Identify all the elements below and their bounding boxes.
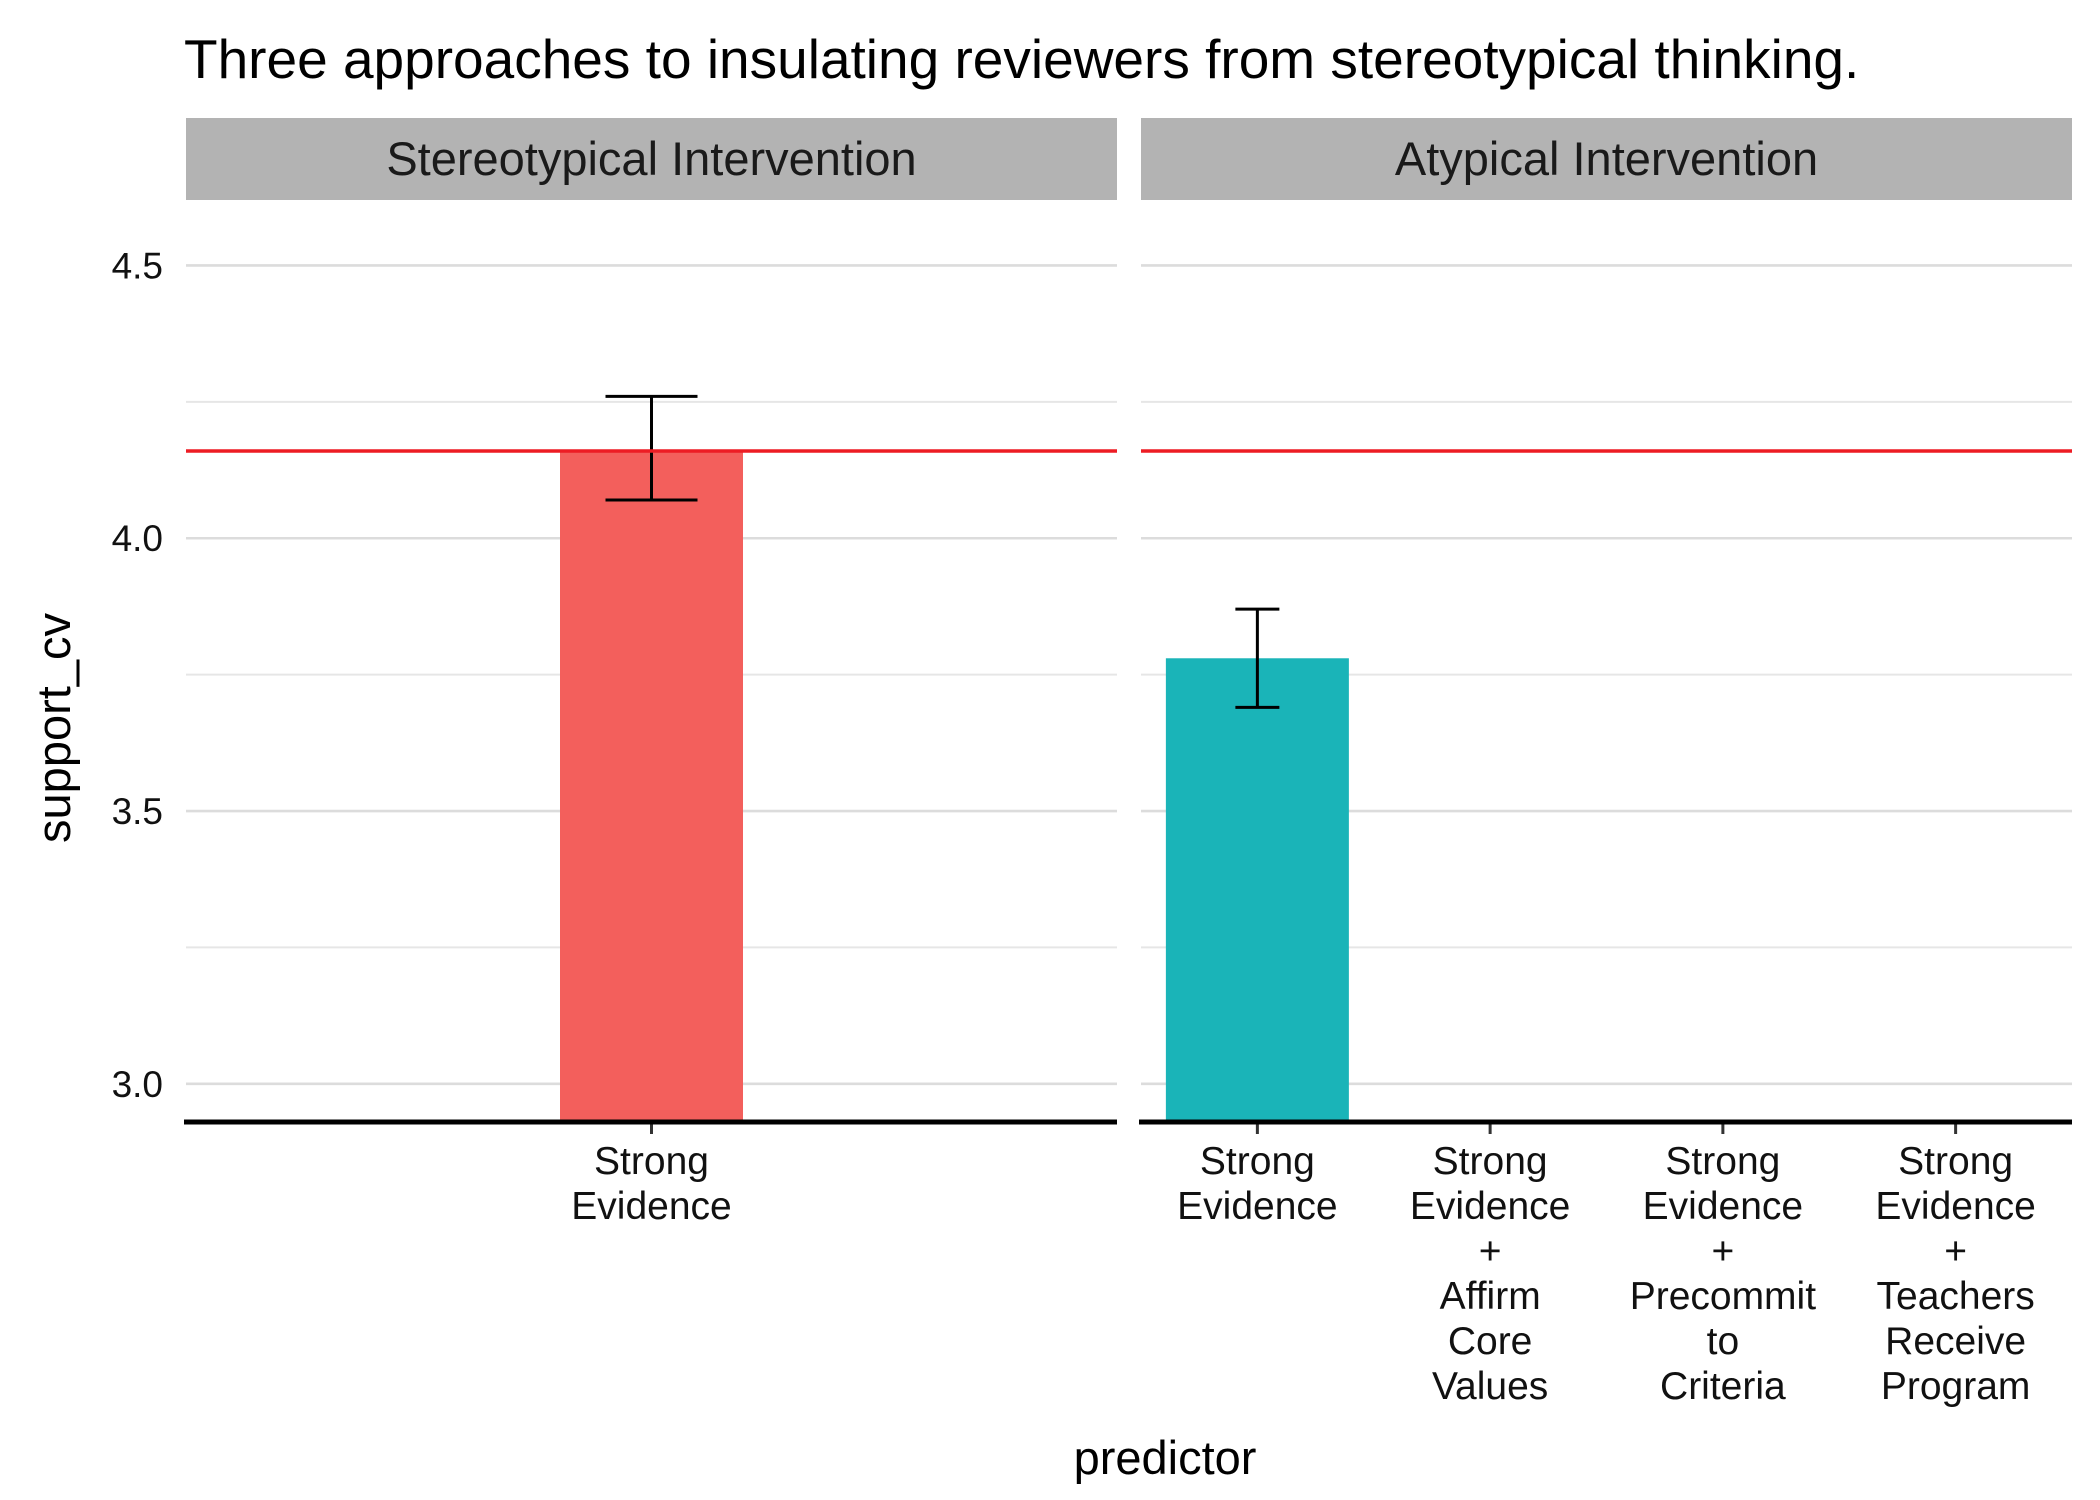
x-axis-label: predictor — [1074, 1431, 1257, 1484]
facet-strip-label: Stereotypical Intervention — [386, 132, 916, 185]
facet-strip-label: Atypical Intervention — [1395, 132, 1818, 185]
chart-panel: Atypical Intervention Strong Evidence Stron… — [1139, 118, 2072, 1408]
y-tick-label: 4.5 — [112, 245, 163, 286]
chart-title: Three approaches to insulating reviewers… — [184, 28, 1859, 90]
x-tick-label: Strong Evidence + Affirm Core Values — [1410, 1140, 1570, 1408]
chart-panel: Stereotypical Intervention Strong Evidence — [184, 118, 1117, 1228]
facet-strip — [1141, 118, 2072, 200]
x-tick-label: Strong Evidence + Precommit to Criteria — [1630, 1140, 1817, 1408]
bar — [560, 450, 743, 1122]
bar — [1165, 658, 1349, 1122]
x-tick-label: Strong Evidence — [1177, 1140, 1337, 1228]
y-axis-label: support_cv — [27, 613, 80, 843]
y-tick-label: 4.0 — [112, 518, 163, 559]
x-tick-label: Strong Evidence — [571, 1140, 731, 1228]
x-tick-label: Strong Evidence + Teachers Receive Program — [1875, 1140, 2035, 1408]
y-tick-label: 3.0 — [112, 1064, 163, 1105]
y-tick-label: 3.5 — [112, 791, 163, 832]
facet-strip — [186, 118, 1117, 200]
